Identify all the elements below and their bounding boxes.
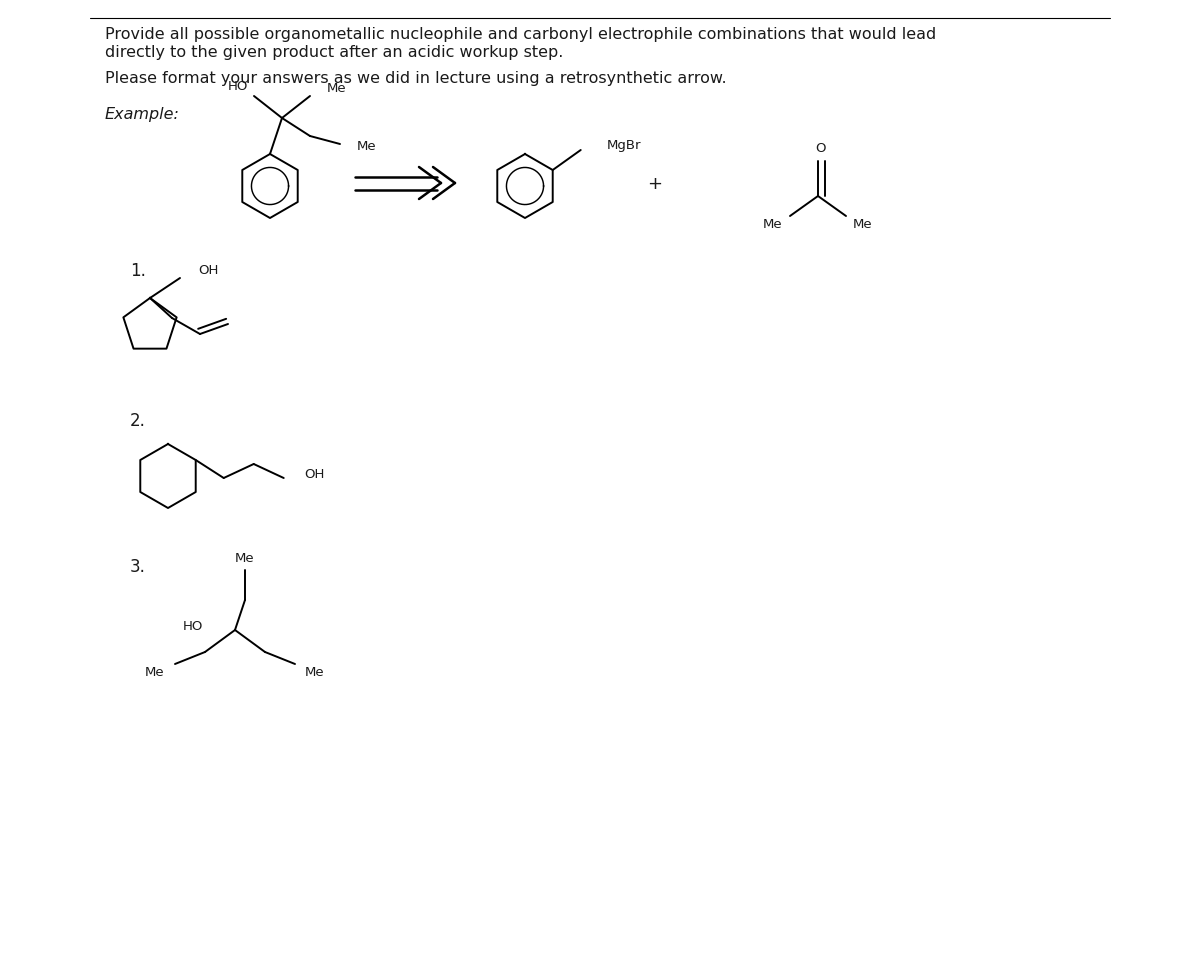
Text: OH: OH bbox=[305, 468, 325, 481]
Text: 3.: 3. bbox=[130, 557, 146, 575]
Text: Please format your answers as we did in lecture using a retrosynthetic arrow.: Please format your answers as we did in … bbox=[106, 71, 727, 86]
Text: 2.: 2. bbox=[130, 412, 146, 429]
Text: Provide all possible organometallic nucleophile and carbonyl electrophile combin: Provide all possible organometallic nucl… bbox=[106, 27, 936, 42]
Text: HO: HO bbox=[182, 620, 203, 633]
Text: HO: HO bbox=[228, 80, 248, 94]
Text: +: + bbox=[648, 175, 662, 193]
Text: Me: Me bbox=[853, 218, 872, 231]
Text: 1.: 1. bbox=[130, 262, 146, 280]
Text: Me: Me bbox=[235, 551, 254, 564]
Text: O: O bbox=[816, 143, 827, 156]
Text: Me: Me bbox=[328, 82, 347, 96]
Text: OH: OH bbox=[198, 264, 218, 277]
Text: Me: Me bbox=[358, 141, 377, 154]
Text: Me: Me bbox=[305, 666, 325, 679]
Text: Me: Me bbox=[145, 666, 164, 679]
Text: Example:: Example: bbox=[106, 107, 180, 122]
Text: MgBr: MgBr bbox=[607, 138, 641, 152]
Text: directly to the given product after an acidic workup step.: directly to the given product after an a… bbox=[106, 45, 563, 60]
Text: Me: Me bbox=[763, 218, 782, 231]
